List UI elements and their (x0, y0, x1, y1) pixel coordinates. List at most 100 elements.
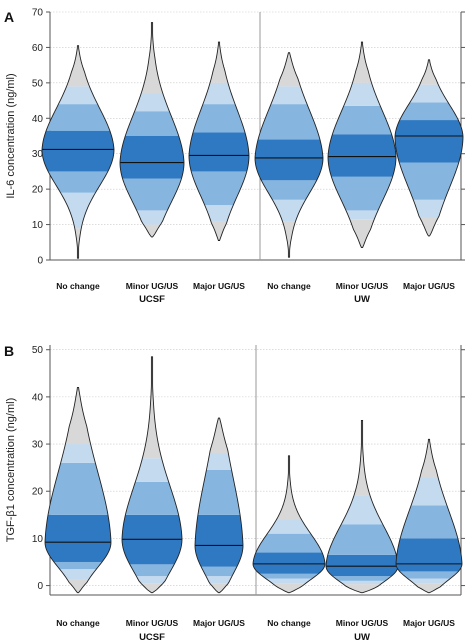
violin-band (395, 84, 463, 103)
violin-outline (254, 52, 324, 258)
y-tick-label: 30 (32, 440, 44, 451)
violin-bands (122, 356, 182, 593)
group-label: UW (354, 294, 370, 305)
group-label: UW (354, 632, 370, 643)
violin-band (326, 420, 398, 496)
violin-band (253, 583, 325, 593)
violin-outline (188, 41, 250, 241)
violin-band (122, 481, 182, 515)
y-tick-label: 60 (32, 43, 44, 54)
group-label: UCSF (139, 632, 165, 643)
violin-band (122, 576, 182, 584)
violin-band (395, 199, 463, 218)
violin-band (253, 519, 325, 534)
violin-band (255, 52, 323, 87)
y-axis-label: IL-6 concentration (ng/ml) (5, 73, 17, 198)
violin-band (395, 120, 463, 163)
violin-band (195, 514, 243, 567)
y-axis-label: TGF-β1 concentration (ng/ml) (5, 398, 17, 542)
group-label: UCSF (139, 294, 165, 305)
violin-band (396, 578, 462, 584)
violin-band (189, 221, 249, 241)
violin-outline (194, 417, 244, 594)
category-label: No change (267, 618, 311, 628)
y-tick-label: 10 (32, 220, 44, 231)
violin-band (395, 102, 463, 121)
violin-band (326, 576, 398, 581)
violin-band (120, 210, 184, 225)
violin-band (255, 104, 323, 140)
violin-band (42, 171, 114, 193)
violin-band (195, 566, 243, 577)
violin-band (328, 134, 396, 177)
category-label: Minor UG/US (336, 618, 389, 628)
category-label: Major UG/US (403, 281, 455, 291)
category-label: No change (56, 618, 100, 628)
violin-band (120, 93, 184, 112)
panel-a: 0 10 20 30 40 50 60 70 IL-6 concentration (ng/ml… (4, 8, 465, 305)
violin-band (328, 82, 396, 106)
violin-band (195, 576, 243, 584)
violin-band (396, 571, 462, 579)
y-tick-label: 50 (32, 345, 44, 356)
violin-band (45, 561, 111, 570)
category-label: Minor UG/US (336, 281, 389, 291)
y-tick-label: 70 (32, 8, 44, 19)
violin-band (253, 533, 325, 553)
category-label: Minor UG/US (126, 618, 179, 628)
violin-band (328, 176, 396, 211)
panel-b: 0 10 20 30 40 50 TGF-β1 concentration (ng/ml) B… (4, 343, 465, 643)
violin-outline (327, 41, 397, 249)
y-tick-label: 30 (32, 149, 44, 160)
violin-outline (395, 438, 463, 594)
violin-band (396, 538, 462, 572)
violin-band (328, 42, 396, 83)
panel-letter: B (4, 343, 14, 359)
violin-band (253, 552, 325, 574)
violin-band (189, 132, 249, 172)
category-label: Major UG/US (403, 618, 455, 628)
y-tick-label: 10 (32, 534, 44, 545)
category-label: Major UG/US (193, 618, 245, 628)
violin-band (255, 199, 323, 222)
violin-band (122, 564, 182, 577)
violin-band (189, 205, 249, 222)
violin-band (253, 578, 325, 584)
category-label: No change (56, 281, 100, 291)
y-tick-label: 0 (37, 256, 43, 267)
violin-outline (119, 22, 185, 238)
violin-outline (41, 45, 115, 259)
violin-band (120, 178, 184, 211)
violin-band (255, 180, 323, 200)
violin-band (189, 82, 249, 105)
violin-band (255, 86, 323, 105)
violin-band (326, 495, 398, 525)
violin-band (195, 583, 243, 593)
violin-band (120, 224, 184, 237)
violin-band (195, 453, 243, 470)
violin-band (42, 130, 114, 172)
y-tick-label: 40 (32, 392, 44, 403)
violin-band (253, 573, 325, 579)
violin-band (195, 418, 243, 454)
category-label: No change (267, 281, 311, 291)
violin (121, 356, 183, 594)
y-tick-label: 20 (32, 487, 44, 498)
category-label: Minor UG/US (126, 281, 179, 291)
violin-band (326, 554, 398, 577)
violin-band (45, 514, 111, 562)
violin-band (326, 584, 398, 593)
violin-band (122, 458, 182, 482)
violin-outline (252, 455, 326, 594)
violin-outline (121, 356, 183, 594)
panel-letter: A (4, 9, 14, 25)
violin-band (255, 139, 323, 181)
violin-band (328, 210, 396, 220)
violin-band (120, 136, 184, 179)
violin-band (122, 356, 182, 459)
violin-band (326, 580, 398, 585)
category-label: Major UG/US (193, 281, 245, 291)
violin-band (189, 42, 249, 83)
y-tick-label: 40 (32, 114, 44, 125)
